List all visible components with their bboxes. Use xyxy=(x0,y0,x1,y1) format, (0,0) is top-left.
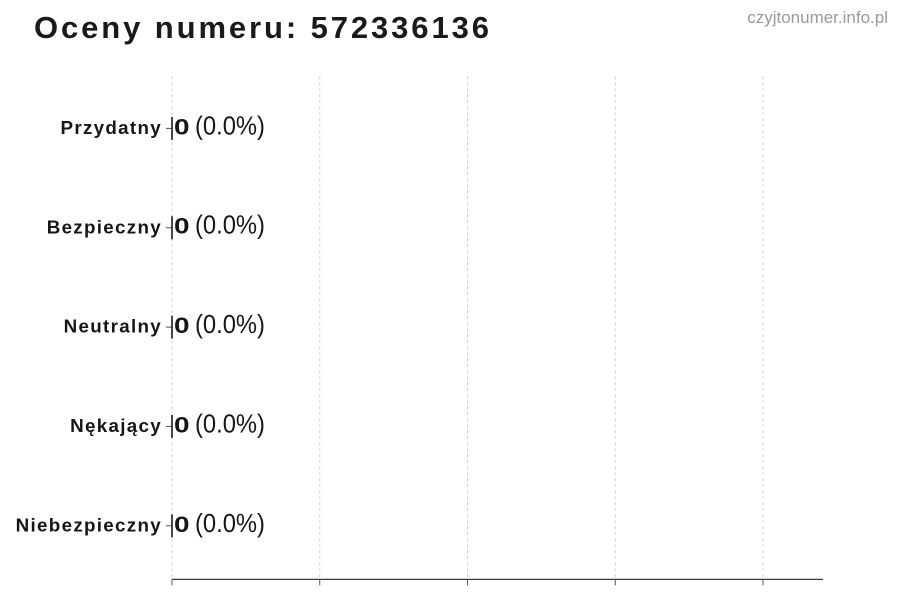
svg-text:(0.0%): (0.0%) xyxy=(195,111,265,140)
svg-text:(0.0%): (0.0%) xyxy=(195,211,265,240)
svg-text:Niebezpieczny: Niebezpieczny xyxy=(16,514,162,535)
svg-text:0: 0 xyxy=(174,215,190,239)
svg-text:0: 0 xyxy=(174,115,190,139)
svg-text:Przydatny: Przydatny xyxy=(61,117,162,138)
svg-text:(0.0%): (0.0%) xyxy=(195,509,265,538)
svg-text:0: 0 xyxy=(174,513,190,537)
svg-text:(0.0%): (0.0%) xyxy=(195,310,265,339)
svg-text:0: 0 xyxy=(174,314,190,338)
svg-text:0: 0 xyxy=(174,413,190,437)
svg-text:Neutralny: Neutralny xyxy=(64,316,162,337)
svg-text:Nękający: Nękający xyxy=(70,415,162,436)
svg-text:(0.0%): (0.0%) xyxy=(195,409,265,438)
svg-text:Bezpieczny: Bezpieczny xyxy=(47,216,162,237)
